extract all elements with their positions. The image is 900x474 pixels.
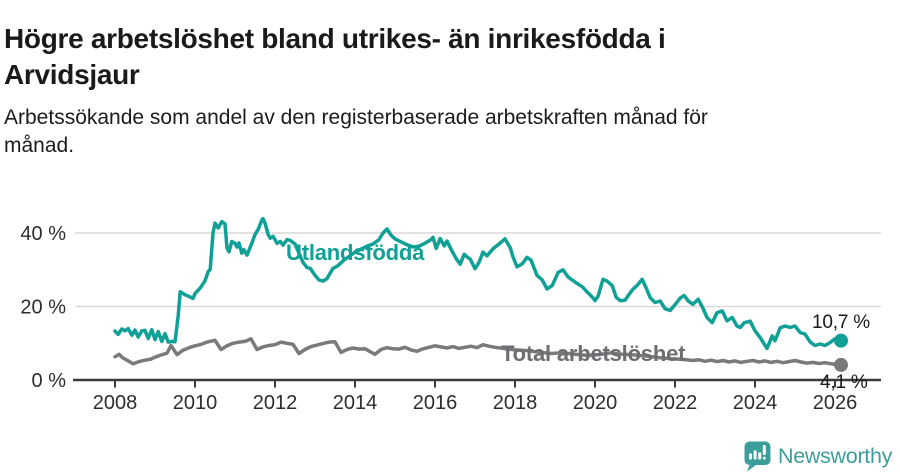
- x-tick-label-2012: 2012: [253, 392, 298, 414]
- chart-title: Högre arbetslöshet bland utrikes- än inr…: [4, 22, 666, 91]
- y-tick-label-0: 0 %: [32, 370, 67, 392]
- series-label-total-arbetsloshet: Total arbetslöshet: [501, 341, 686, 366]
- chart-subtitle: Arbetssökande som andel av den registerb…: [4, 106, 708, 157]
- x-tick-label-2008: 2008: [93, 392, 138, 414]
- series-line-utlandsf-dda: [113, 216, 843, 351]
- y-tick-label-20: 20 %: [20, 297, 66, 319]
- x-tick-label-2018: 2018: [493, 392, 538, 414]
- x-tick-label-2010: 2010: [173, 392, 218, 414]
- x-tick-label-2026: 2026: [813, 392, 858, 414]
- y-tick-label-40: 40 %: [20, 223, 66, 245]
- x-tick-label-2020: 2020: [573, 392, 618, 414]
- series-end-dot-utlandsf-dda: [834, 333, 848, 348]
- newsworthy-wordmark: Newsworthy: [778, 444, 893, 468]
- x-tick-label-2016: 2016: [413, 392, 458, 414]
- newsworthy-logo[interactable]: Newsworthy: [744, 441, 892, 472]
- x-tick-label-2024: 2024: [733, 392, 778, 414]
- series-end-dot-total-arbetsl-shet: [834, 357, 848, 372]
- end-value-label-utlandsfodda: 10,7 %: [812, 312, 870, 333]
- series-label-utlandsfodda: Utlandsfödda: [286, 240, 425, 265]
- x-tick-label-2022: 2022: [653, 392, 698, 414]
- series-line-total-arbetsl-shet: [113, 337, 843, 367]
- x-tick-label-2014: 2014: [333, 392, 378, 414]
- newsworthy-pin-icon: [744, 441, 771, 472]
- end-value-label-total: 4,1 %: [820, 372, 868, 393]
